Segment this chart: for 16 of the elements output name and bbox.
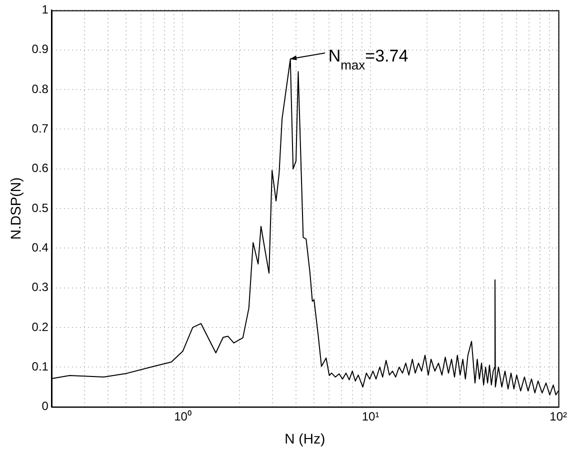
y-tick-label: 0.1: [32, 359, 49, 374]
y-tick-label: 0.3: [32, 280, 49, 294]
y-tick-label: 0.2: [32, 320, 49, 334]
x-tick-label: 10⁰: [174, 409, 192, 424]
y-tick-label: 1: [42, 2, 49, 17]
y-tick-label: 0.7: [32, 121, 49, 136]
y-tick-label: 0.9: [32, 42, 49, 56]
y-tick-label: 0: [42, 399, 49, 414]
x-tick-label: 10¹: [362, 409, 380, 424]
y-tick-label: 0.4: [32, 240, 49, 254]
y-axis-title: N.DSP(N): [7, 177, 24, 240]
y-tick-label: 0.6: [32, 161, 49, 176]
y-tick-label: 0.8: [32, 82, 49, 96]
x-axis-title: N (Hz): [284, 430, 326, 446]
x-tick-label: 10²: [550, 409, 568, 424]
y-tick-label: 0.5: [32, 200, 49, 215]
